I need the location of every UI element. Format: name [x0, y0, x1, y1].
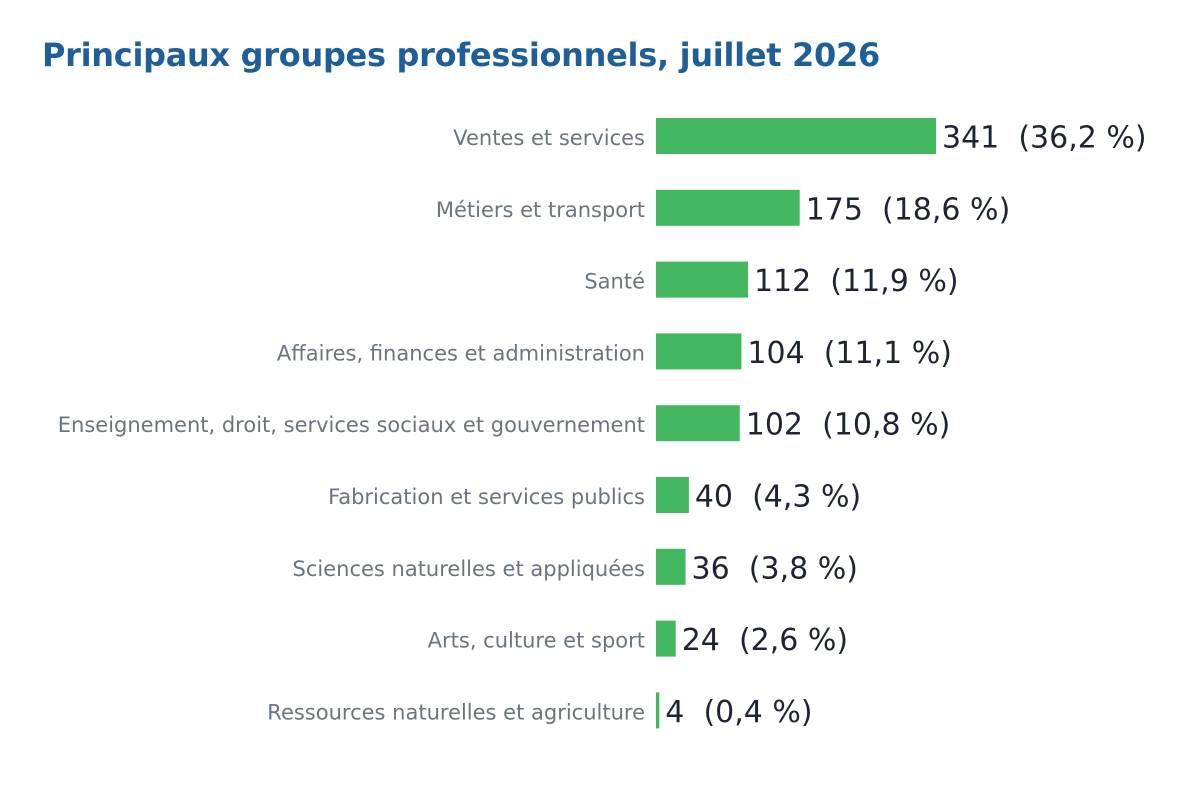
category-label: Enseignement, droit, services sociaux et…	[58, 413, 645, 437]
category-label: Métiers et transport	[436, 198, 645, 222]
bar	[656, 620, 676, 657]
data-label: 36 (3,8 %)	[692, 551, 858, 586]
data-label: 40 (4,3 %)	[695, 480, 861, 515]
data-label: 175 (18,6 %)	[806, 192, 1011, 227]
data-label: 102 (10,8 %)	[746, 408, 951, 443]
bar	[656, 548, 686, 585]
bar	[656, 405, 740, 442]
category-label: Fabrication et services publics	[328, 485, 645, 509]
data-label: 112 (11,9 %)	[754, 264, 959, 299]
category-label: Ressources naturelles et agriculture	[267, 700, 645, 724]
data-label: 104 (11,1 %)	[747, 336, 952, 371]
data-label: 24 (2,6 %)	[682, 623, 848, 658]
bar	[656, 261, 748, 298]
chart-title: Principaux groupes professionnels, juill…	[42, 36, 880, 74]
bar	[656, 333, 742, 370]
bar	[656, 477, 689, 513]
category-label: Santé	[584, 270, 645, 294]
category-label: Arts, culture et sport	[428, 629, 645, 653]
category-label: Affaires, finances et administration	[277, 341, 645, 365]
bar	[656, 189, 800, 226]
data-label: 4 (0,4 %)	[665, 695, 812, 730]
data-label: 341 (36,2 %)	[942, 121, 1147, 156]
bar	[656, 692, 660, 729]
bars-group: Ventes et services 341 (36,2 %) Métiers et…	[58, 118, 1147, 730]
category-label: Sciences naturelles et appliquées	[293, 557, 646, 581]
category-label: Ventes et services	[453, 126, 645, 150]
bar	[656, 118, 936, 154]
